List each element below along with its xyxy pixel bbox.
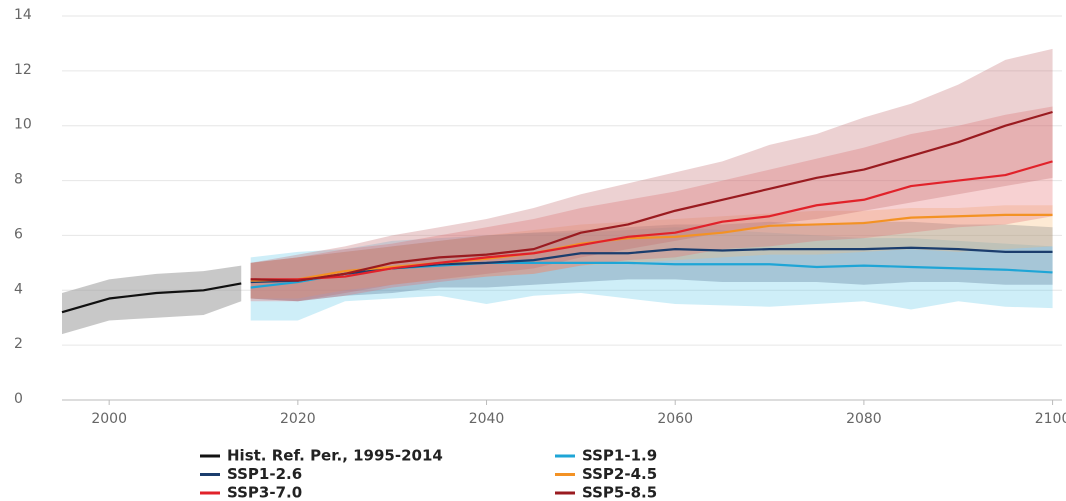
y-tick-label: 6 (14, 226, 23, 242)
uncertainty-band (250, 221, 1053, 302)
y-tick-label: 14 (14, 7, 32, 23)
legend-label: SSP3-7.0 (227, 484, 302, 501)
x-tick-label: 2020 (280, 411, 316, 427)
legend-label: SSP2-4.5 (582, 465, 657, 483)
uncertainty-band (250, 227, 1053, 321)
legend-label: SSP1-2.6 (227, 465, 302, 483)
x-tick-label: 2080 (846, 411, 882, 427)
x-tick-label: 2060 (657, 411, 693, 427)
uncertainty-band (250, 48, 1053, 302)
y-tick-label: 8 (14, 172, 23, 188)
y-tick-label: 2 (14, 336, 23, 352)
legend-label: Hist. Ref. Per., 1995-2014 (227, 447, 443, 465)
legend-label: SSP1-1.9 (582, 447, 657, 465)
x-tick-label: 2100 (1035, 411, 1066, 427)
line (61, 282, 242, 314)
x-tick-label: 2040 (469, 411, 505, 427)
y-tick-label: 0 (14, 391, 23, 407)
uncertainty-band (250, 106, 1053, 302)
y-tick-label: 10 (14, 117, 32, 133)
uncertainty-band (62, 265, 242, 335)
y-tick-label: 12 (14, 62, 32, 78)
line (250, 110, 1053, 282)
legend-label: SSP5-8.5 (582, 484, 657, 501)
line (250, 160, 1053, 281)
line (250, 213, 1053, 282)
y-tick-label: 4 (14, 281, 23, 297)
x-tick-label: 2000 (91, 411, 127, 427)
